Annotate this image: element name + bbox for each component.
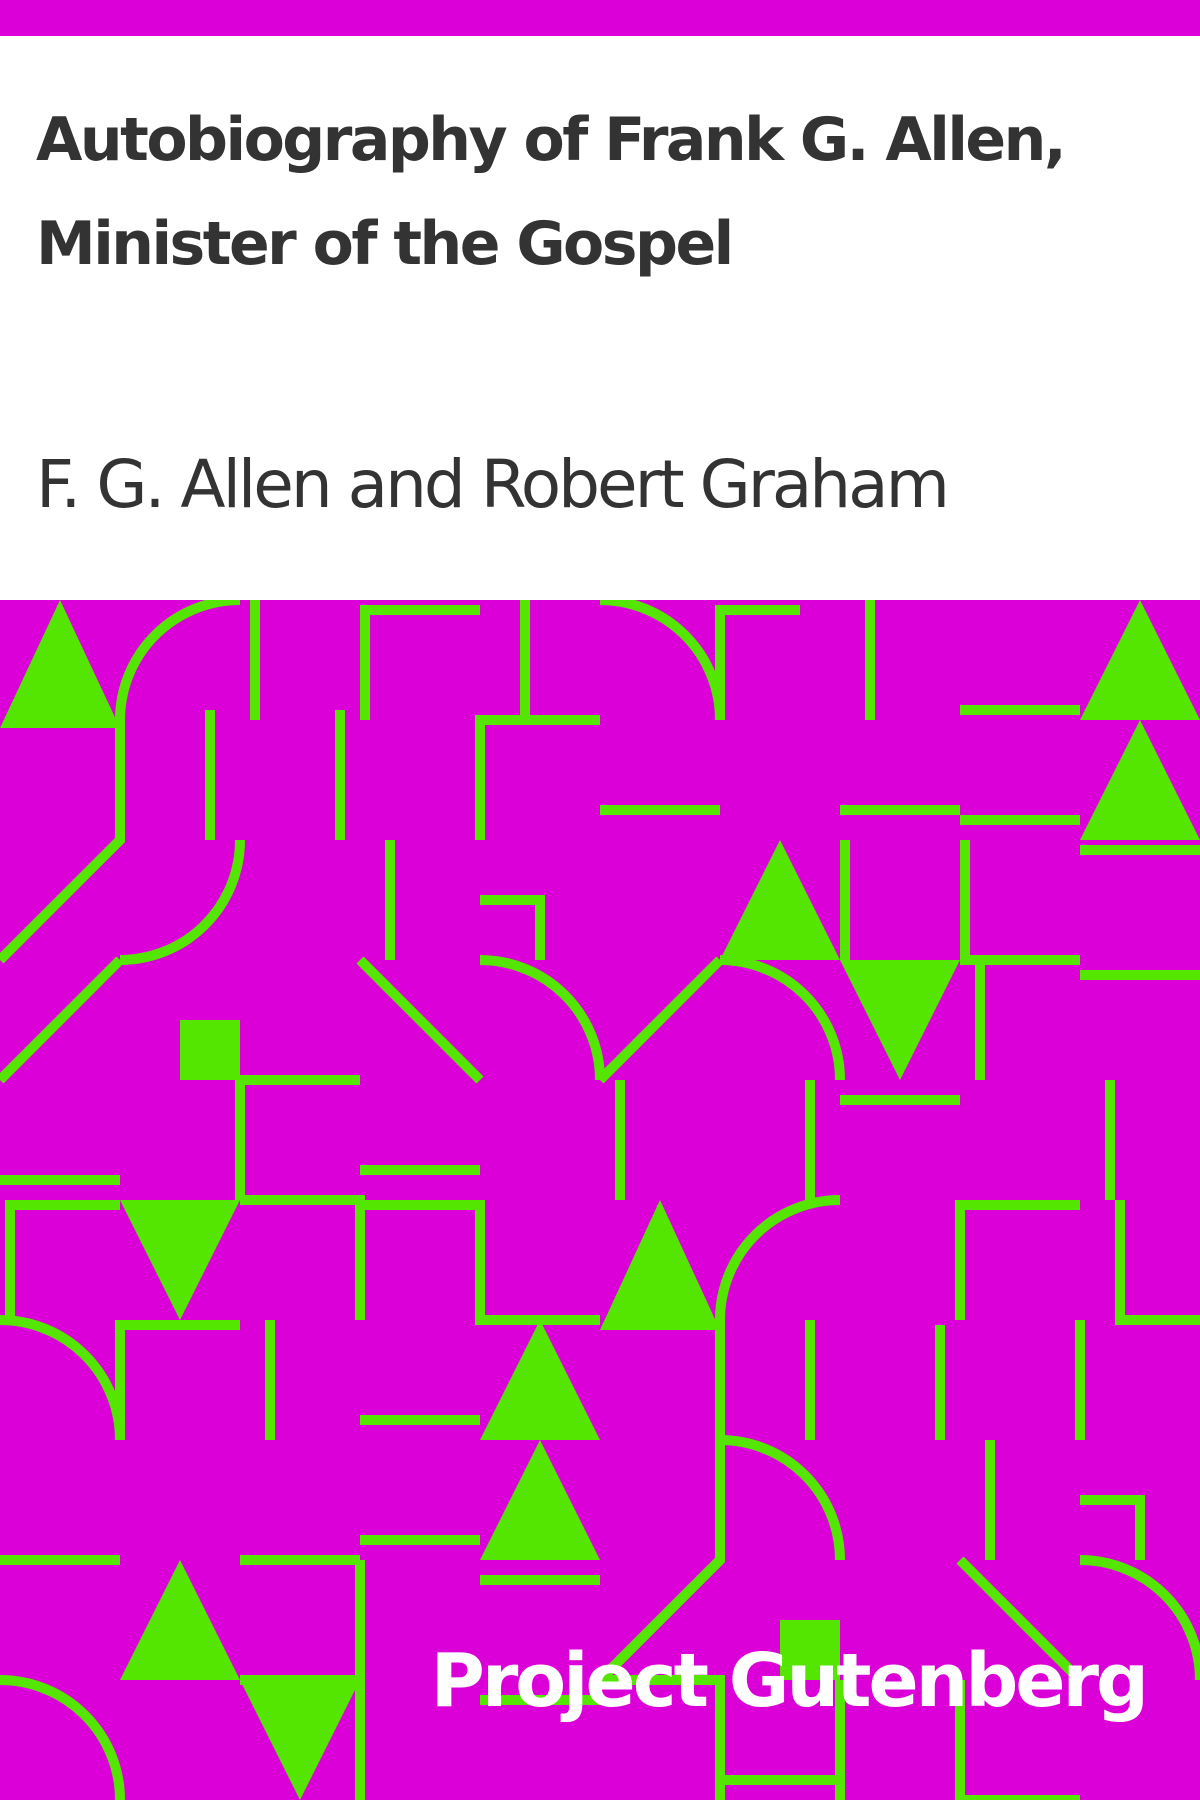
pattern-line-44 [115, 1320, 240, 1440]
pattern-line-4 [119, 839, 245, 965]
pattern-line-63 [240, 1675, 365, 1800]
top-color-band [0, 0, 1200, 36]
pattern-line-8 [360, 605, 480, 720]
pattern-line-16 [480, 895, 545, 960]
pattern-line-41 [955, 1200, 1080, 1320]
pattern-square [180, 1020, 240, 1080]
pattern-triangle [240, 1680, 360, 1800]
pattern-line-57 [1080, 1495, 1145, 1560]
pattern-triangle [1080, 600, 1200, 720]
pattern-triangle [1080, 720, 1200, 840]
pattern-triangle [720, 840, 840, 960]
pattern-triangles [0, 600, 1200, 1800]
pattern-line-14 [479, 955, 605, 1081]
pattern-square [780, 1620, 840, 1680]
pattern-line-42 [1115, 1200, 1200, 1325]
cover-pattern [0, 600, 1200, 1800]
pattern-line-59 [1079, 1555, 1200, 1681]
pattern-line-11 [475, 715, 600, 840]
pattern-line-62 [0, 1675, 125, 1800]
pattern-triangle [0, 600, 120, 728]
pattern-line-49 [719, 1435, 845, 1561]
pattern-line-65 [600, 1675, 725, 1800]
pattern-line-35 [5, 1200, 120, 1320]
pattern-triangle [480, 1320, 600, 1440]
pattern-triangle [480, 1440, 600, 1560]
pattern-line-18 [715, 605, 800, 720]
pattern-line-68 [955, 1680, 1080, 1800]
publisher-name: Project Gutenberg [430, 1638, 1149, 1724]
pattern-line-36 [240, 1195, 365, 1320]
pattern-line-39 [715, 1195, 841, 1321]
pattern-line-33 [360, 1200, 600, 1325]
pattern-lines [0, 600, 1200, 1800]
pattern-triangle [600, 1200, 720, 1330]
book-title: Autobiography of Frank G. Allen, Ministe… [36, 105, 1067, 279]
pattern-line-1 [0, 720, 125, 964]
pattern-triangle [120, 1560, 240, 1680]
pattern-line-3 [115, 600, 241, 721]
pattern-line-28 [719, 955, 845, 1081]
book-author: F. G. Allen and Robert Graham [36, 446, 950, 523]
pattern-line-10 [356, 956, 484, 1084]
pattern-line-60 [596, 1556, 724, 1684]
pattern-triangle [840, 960, 960, 1080]
pattern-line-61 [956, 1556, 1084, 1684]
pattern-line-31 [235, 1075, 360, 1200]
pattern-line-2 [0, 956, 124, 1084]
pattern-line-15 [596, 956, 724, 1084]
pattern-triangle [120, 1200, 240, 1320]
